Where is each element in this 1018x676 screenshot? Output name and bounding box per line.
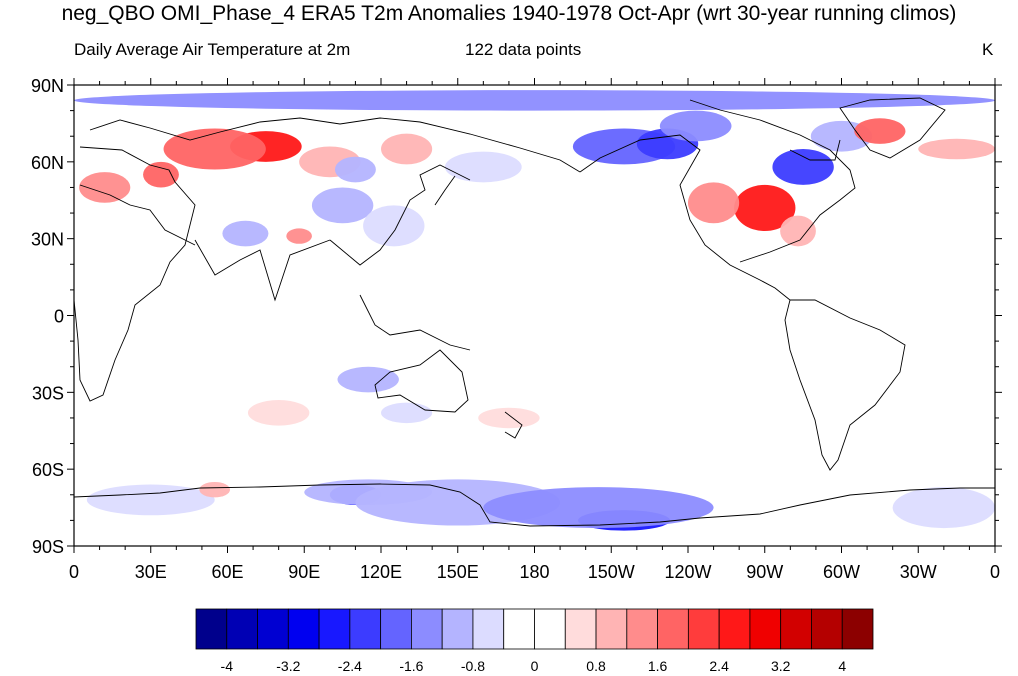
x-tick-label: 180	[519, 562, 549, 582]
colorbar-label: 4	[838, 658, 846, 674]
anomaly-feature-11	[444, 151, 522, 183]
anomaly-feature-23	[337, 366, 399, 393]
x-tick-label: 0	[990, 562, 1000, 582]
anomaly-feature-25	[478, 407, 540, 429]
x-tick-label: 150E	[437, 562, 479, 582]
colorbar-box	[595, 608, 628, 650]
x-tick-label: 150W	[588, 562, 635, 582]
y-tick-label: 90S	[32, 537, 64, 557]
y-tick-label: 60N	[31, 153, 64, 173]
units-label: K	[982, 40, 994, 59]
anomaly-feature-31	[483, 487, 714, 529]
colorbar-label: -4	[221, 658, 234, 674]
coastlines	[74, 97, 995, 527]
y-tick-label: 30S	[32, 383, 64, 403]
colorbar-box	[349, 608, 382, 650]
colorbar-box	[503, 608, 535, 650]
x-tick-label: 120E	[360, 562, 402, 582]
anomaly-feature-8	[311, 187, 374, 224]
anomaly-feature-15	[659, 110, 732, 142]
anomaly-feature-26	[247, 400, 310, 426]
y-tick-label: 30N	[31, 230, 64, 250]
colorbar-box	[534, 608, 566, 650]
colorbar-label: 2.4	[709, 658, 729, 674]
x-tick-label: 60W	[823, 562, 860, 582]
colorbar-label: 0.8	[586, 658, 606, 674]
colorbar-label: -0.8	[461, 658, 485, 674]
anomaly-feature-7	[222, 220, 269, 247]
anomaly-feature-9	[363, 205, 425, 247]
colorbar-box	[287, 608, 320, 650]
x-tick-label: 90W	[746, 562, 783, 582]
colorbar: -4 -3.2 -2.4 -1.6 -0.8 0 0.8 1.6 2.4 3.2 4	[195, 608, 874, 674]
colorbar-box	[195, 608, 228, 650]
colorbar-label: -3.2	[276, 658, 300, 674]
anomaly-feature-21	[854, 118, 906, 144]
anomaly-feature-19	[688, 182, 740, 224]
y-tick-label: 60S	[32, 460, 64, 480]
axes: 0 30E 60E 90E 120E 150E 180 150W 120W 90W 60W 30W 09…	[31, 76, 1002, 582]
colorbar-label: 3.2	[771, 658, 791, 674]
colorbar-box	[564, 608, 597, 650]
x-tick-label: 0	[69, 562, 79, 582]
colorbar-label: 0	[531, 658, 539, 674]
anomaly-feature-16	[772, 149, 834, 185]
y-tick-label: 0	[54, 307, 64, 327]
anomaly-feature-10	[334, 156, 376, 183]
colorbar-box	[657, 608, 689, 650]
colorbar-box	[749, 608, 782, 650]
colorbar-box	[718, 608, 751, 650]
anomaly-feature-6	[286, 228, 312, 244]
x-tick-label: 90E	[288, 562, 320, 582]
colorbar-box	[441, 608, 474, 650]
colorbar-box	[318, 608, 351, 650]
anomaly-feature-2	[143, 161, 179, 188]
y-tick-label: 90N	[31, 76, 64, 96]
colorbar-box	[257, 608, 289, 650]
x-tick-label: 120W	[664, 562, 711, 582]
colorbar-box	[226, 608, 258, 650]
colorbar-box	[472, 608, 505, 650]
anomaly-feature-3	[79, 172, 131, 203]
data-count-label: 122 data points	[465, 40, 582, 59]
chart-title: neg_QBO OMI_Phase_4 ERA5 T2m Anomalies 1…	[61, 2, 957, 25]
anomaly-feature-20	[780, 215, 816, 247]
colorbar-box	[811, 608, 843, 650]
anomaly-feature-18	[734, 184, 796, 231]
colorbar-box	[626, 608, 658, 650]
anomaly-feature-24	[381, 402, 433, 424]
colorbar-box	[780, 608, 812, 650]
colorbar-label: -2.4	[338, 658, 362, 674]
colorbar-box	[380, 608, 412, 650]
anomaly-feature-32	[86, 484, 215, 516]
colorbar-label: -1.6	[399, 658, 423, 674]
colorbar-label: 1.6	[648, 658, 668, 674]
anomaly-feature-1	[163, 128, 266, 170]
anomaly-feature-33	[892, 487, 995, 529]
colorbar-box	[411, 608, 443, 650]
x-tick-label: 60E	[211, 562, 243, 582]
anomaly-feature-12	[74, 90, 995, 111]
colorbar-box	[841, 608, 874, 650]
colorbar-box	[687, 608, 720, 650]
anomaly-feature-34	[199, 481, 231, 498]
x-tick-label: 30E	[135, 562, 167, 582]
x-tick-label: 30W	[900, 562, 937, 582]
anomaly-feature-22	[918, 138, 995, 160]
variable-label: Daily Average Air Temperature at 2m	[74, 40, 351, 59]
anomaly-feature-5	[381, 133, 433, 165]
anomaly-field	[74, 90, 995, 531]
